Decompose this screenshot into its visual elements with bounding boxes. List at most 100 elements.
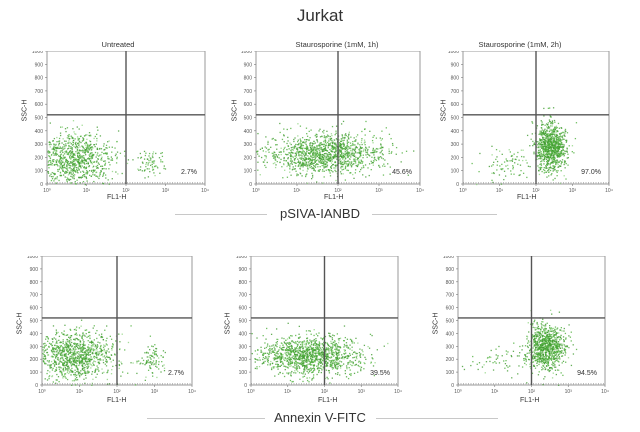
panel-3-point (560, 163, 562, 165)
panel-5-point (287, 352, 289, 354)
panel-2-y-tick-label-8: 800 (244, 76, 253, 82)
panel-2-point (380, 143, 382, 145)
panel-1-point (89, 146, 92, 149)
panel-3-point (547, 139, 549, 141)
panel-2-point (342, 140, 344, 142)
panel-4-point (61, 332, 63, 334)
panel-2-point (305, 156, 307, 159)
panel-4-point (70, 369, 72, 371)
panel-2-point (323, 143, 326, 145)
panel-4-point (90, 356, 92, 358)
panel-3-point (547, 170, 549, 172)
panel-4-point (55, 355, 57, 357)
panel-3-point (540, 145, 543, 147)
panel-2-point (294, 145, 296, 147)
panel-2-point (286, 176, 289, 178)
panel-3-point (546, 176, 548, 178)
panel-4-point (156, 355, 159, 357)
panel-4-point (48, 360, 50, 362)
panel-1-point (97, 162, 100, 164)
panel-2-point (355, 162, 357, 164)
panel-4-point (81, 335, 84, 337)
panel-4-point (42, 346, 44, 348)
panel-3-point (575, 122, 578, 124)
panel-4-point (76, 379, 79, 381)
panel-2-point (328, 143, 330, 145)
panel-2-point (328, 170, 331, 173)
panel-1-point (85, 159, 87, 161)
panel-1-point (86, 144, 88, 147)
panel-2-point (309, 137, 311, 139)
panel-2-point (354, 150, 357, 153)
panel-2-point (378, 158, 380, 161)
panel-1-point (69, 150, 71, 153)
panel-1-point (48, 155, 51, 158)
panel-4-point (55, 351, 57, 353)
panel-4-point (95, 351, 97, 353)
panel-4-point (100, 336, 102, 339)
panel-3-point (556, 156, 559, 158)
panel-1-point (81, 158, 83, 160)
panel-2-point (358, 148, 360, 151)
panel-2-point (329, 139, 332, 141)
panel-4-point (44, 344, 46, 347)
panel-2-point (336, 149, 338, 152)
panel-4-point (112, 344, 114, 346)
panel-5-point (347, 362, 349, 364)
panel-4-point (73, 361, 75, 363)
panel-3-point (547, 135, 549, 137)
panel-1-point (73, 153, 76, 155)
panel-3-point (546, 126, 548, 129)
panel-2-point (306, 165, 308, 167)
panel-3-point (546, 129, 548, 131)
panel-2-point (358, 161, 360, 163)
panel-4-point (73, 379, 75, 381)
panel-3-point (563, 175, 565, 177)
panel-3-point (502, 168, 504, 170)
panel-1-point (90, 155, 93, 158)
panel-4-point (74, 338, 76, 340)
panel-2-point (319, 166, 321, 168)
panel-2-point (347, 163, 349, 165)
panel-1-point (70, 157, 72, 160)
panel-4-point (57, 347, 60, 349)
panel-3-point (545, 137, 547, 140)
panel-2-point (346, 149, 348, 152)
panel-2-point (344, 137, 346, 139)
panel-1-point (60, 147, 62, 149)
panel-2-point (332, 142, 334, 144)
panel-2-point (357, 163, 360, 165)
panel-4-point (88, 354, 90, 356)
panel-4-point (53, 351, 55, 353)
panel-4-point (88, 331, 90, 334)
panel-3-point (539, 157, 541, 159)
panel-1-point (73, 158, 75, 161)
panel-1-point (93, 137, 95, 140)
panel-1-point (79, 164, 81, 167)
panel-2-point (365, 151, 367, 154)
panel-5-point (331, 365, 333, 367)
panel-5-point (316, 373, 318, 376)
panel-3-point (563, 152, 565, 154)
panel-3-point (553, 152, 555, 155)
panel-4-point (120, 361, 122, 363)
panel-1-point (79, 166, 82, 168)
panel-2-point (339, 171, 342, 173)
panel-4-point (80, 354, 82, 356)
panel-4-point (83, 351, 85, 354)
panel-2-point (305, 158, 307, 161)
panel-1-point (56, 159, 58, 161)
panel-3-point (553, 151, 555, 153)
panel-2-point (319, 153, 321, 155)
panel-1-point (55, 160, 57, 162)
panel-5-point (332, 359, 334, 362)
panel-3-point (550, 128, 553, 131)
panel-1-point (160, 159, 162, 161)
panel-1-x-tick-label-1: 10¹ (83, 188, 91, 194)
panel-4-point (155, 359, 157, 362)
panel-2-point (349, 152, 351, 154)
panel-1-point (75, 144, 78, 146)
panel-1-point (127, 159, 130, 161)
panel-3-point (559, 153, 561, 155)
